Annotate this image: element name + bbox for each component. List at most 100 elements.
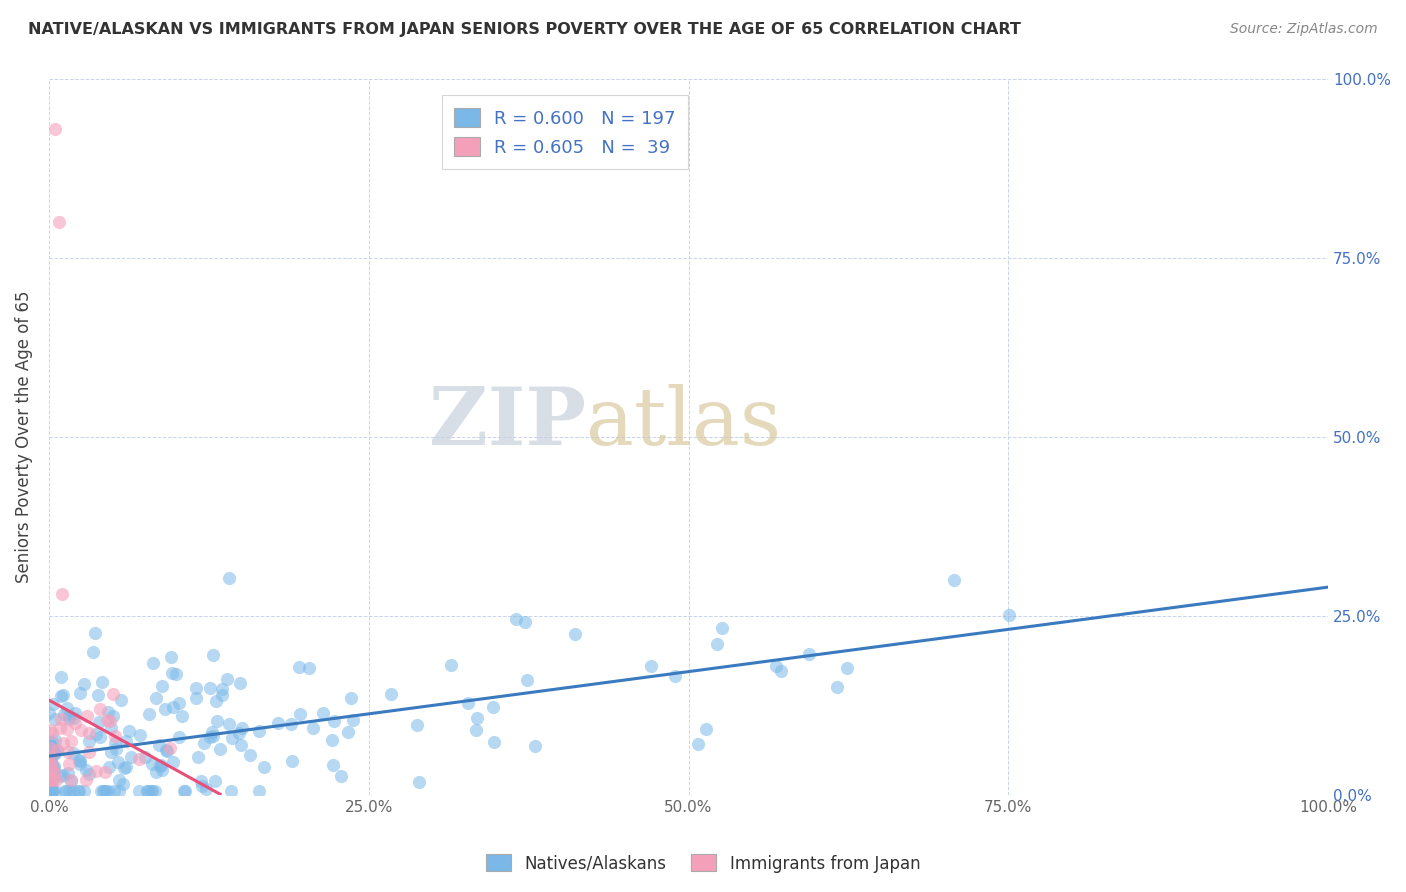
Point	[191, 779, 214, 793]
Point	[221, 731, 243, 745]
Point	[38, 757, 60, 772]
Point	[55, 723, 77, 737]
Point	[115, 733, 138, 747]
Point	[39, 739, 62, 753]
Point	[943, 574, 966, 588]
Point	[640, 658, 662, 673]
Point	[38, 784, 60, 798]
Point	[523, 739, 546, 753]
Point	[247, 724, 270, 739]
Point	[56, 745, 79, 759]
Point	[97, 705, 120, 719]
Point	[52, 768, 75, 782]
Point	[39, 741, 62, 756]
Point	[231, 721, 253, 735]
Point	[69, 757, 91, 772]
Point	[247, 784, 270, 798]
Point	[190, 773, 212, 788]
Point	[288, 660, 311, 674]
Point	[76, 709, 98, 723]
Point	[342, 713, 364, 727]
Point	[108, 772, 131, 787]
Point	[201, 725, 224, 739]
Point	[174, 784, 197, 798]
Point	[53, 706, 76, 721]
Point	[128, 784, 150, 798]
Point	[52, 735, 75, 749]
Point	[198, 730, 221, 744]
Point	[162, 699, 184, 714]
Point	[336, 724, 359, 739]
Point	[160, 665, 183, 680]
Point	[38, 741, 60, 756]
Point	[198, 681, 221, 695]
Point	[107, 755, 129, 769]
Point	[51, 712, 73, 726]
Legend: R = 0.600   N = 197, R = 0.605   N =  39: R = 0.600 N = 197, R = 0.605 N = 39	[441, 95, 689, 169]
Point	[464, 723, 486, 737]
Point	[91, 784, 114, 798]
Point	[51, 587, 73, 601]
Point	[98, 760, 121, 774]
Point	[38, 706, 60, 720]
Point	[482, 735, 505, 749]
Point	[69, 754, 91, 768]
Point	[49, 670, 72, 684]
Point	[75, 763, 97, 777]
Point	[217, 672, 239, 686]
Text: ZIP: ZIP	[429, 384, 586, 461]
Point	[42, 765, 65, 780]
Point	[239, 748, 262, 763]
Point	[84, 626, 107, 640]
Point	[39, 773, 62, 788]
Point	[153, 702, 176, 716]
Point	[77, 745, 100, 759]
Point	[87, 688, 110, 702]
Text: NATIVE/ALASKAN VS IMMIGRANTS FROM JAPAN SENIORS POVERTY OVER THE AGE OF 65 CORRE: NATIVE/ALASKAN VS IMMIGRANTS FROM JAPAN …	[28, 22, 1021, 37]
Point	[302, 721, 325, 735]
Point	[90, 784, 112, 798]
Point	[97, 784, 120, 798]
Point	[706, 637, 728, 651]
Point	[73, 676, 96, 690]
Point	[120, 750, 142, 764]
Y-axis label: Seniors Poverty Over the Age of 65: Seniors Poverty Over the Age of 65	[15, 291, 32, 583]
Point	[42, 784, 65, 798]
Point	[38, 784, 60, 798]
Point	[62, 746, 84, 760]
Point	[564, 627, 586, 641]
Point	[170, 709, 193, 723]
Point	[67, 753, 90, 767]
Point	[155, 742, 177, 756]
Point	[96, 713, 118, 727]
Point	[39, 752, 62, 766]
Point	[688, 737, 710, 751]
Point	[41, 784, 63, 798]
Point	[280, 754, 302, 768]
Point	[41, 762, 63, 776]
Point	[48, 215, 70, 229]
Point	[38, 784, 60, 798]
Point	[82, 645, 104, 659]
Point	[505, 612, 527, 626]
Point	[63, 706, 86, 720]
Point	[49, 690, 72, 704]
Point	[298, 661, 321, 675]
Point	[710, 621, 733, 635]
Point	[194, 782, 217, 797]
Point	[193, 736, 215, 750]
Point	[141, 784, 163, 798]
Point	[769, 664, 792, 678]
Point	[87, 714, 110, 729]
Point	[79, 726, 101, 740]
Point	[311, 706, 333, 720]
Point	[253, 760, 276, 774]
Point	[100, 745, 122, 759]
Point	[67, 784, 90, 798]
Point	[58, 712, 80, 726]
Point	[143, 784, 166, 798]
Point	[825, 681, 848, 695]
Point	[218, 571, 240, 585]
Text: Source: ZipAtlas.com: Source: ZipAtlas.com	[1230, 22, 1378, 37]
Point	[77, 767, 100, 781]
